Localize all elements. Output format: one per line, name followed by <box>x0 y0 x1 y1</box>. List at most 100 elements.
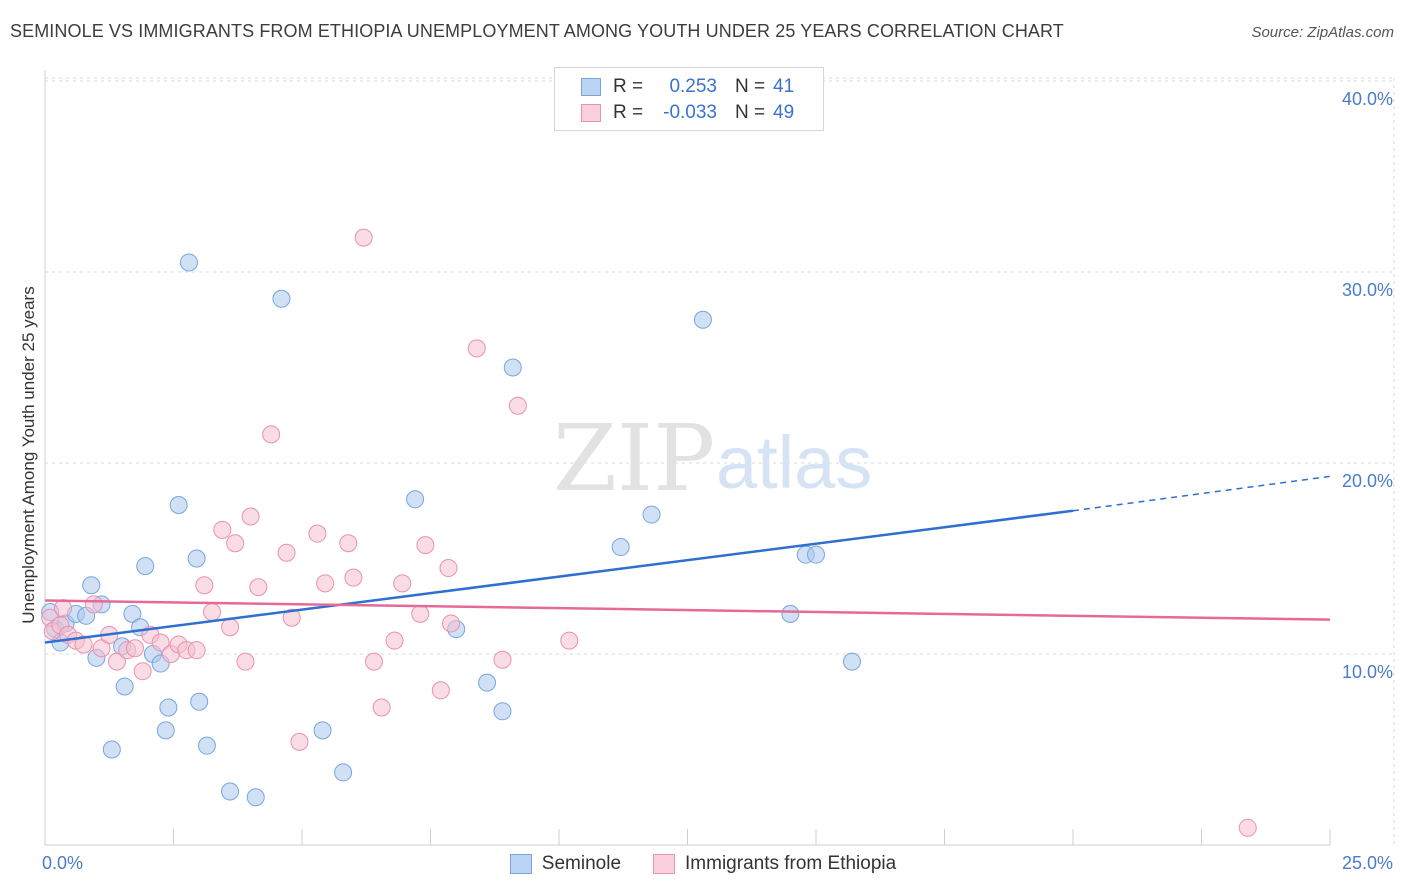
seminole-point <box>642 505 661 524</box>
seminole-point <box>179 253 198 272</box>
seminole-point <box>493 702 512 721</box>
r-label: R = <box>613 76 644 97</box>
seminole-point <box>156 721 175 740</box>
n-value: 41 <box>773 76 795 97</box>
ethiopia-point <box>125 639 144 658</box>
data-points <box>41 228 1257 837</box>
ethiopia-point <box>187 641 206 660</box>
seminole-point <box>246 788 265 807</box>
ethiopia-point <box>560 631 579 650</box>
ethiopia-point <box>442 614 461 633</box>
ethiopia-point <box>226 534 245 553</box>
n-label: N = <box>735 76 766 97</box>
y-axis-label: Unemployment Among Youth under 25 years <box>19 286 38 623</box>
seminole-trend-extension <box>1072 475 1331 512</box>
seminole-point <box>136 557 155 576</box>
seminole-point <box>123 604 142 623</box>
source-credit: Source: ZipAtlas.com <box>1251 24 1394 41</box>
ethiopia-point <box>411 604 430 623</box>
ethiopia-point <box>151 633 170 652</box>
seminole-point <box>334 763 353 782</box>
legend-item-ethiopia[interactable]: Immigrants from Ethiopia <box>653 853 896 875</box>
watermark-atlas: atlas <box>716 421 872 504</box>
ethiopia-point <box>249 578 268 597</box>
ethiopia-point <box>431 681 450 700</box>
ethiopia-point <box>416 536 435 555</box>
seminole-point <box>693 310 712 329</box>
ethiopia-point <box>236 652 255 671</box>
seminole-point <box>807 545 825 564</box>
y-tick-label: 40.0% <box>1342 89 1393 109</box>
legend-item-seminole[interactable]: Seminole <box>509 853 622 875</box>
ethiopia-point <box>467 339 486 358</box>
n-value: 49 <box>773 102 795 123</box>
seminole-trend-line <box>44 509 1074 644</box>
ethiopia-point <box>107 652 126 671</box>
seminole-point <box>842 652 861 671</box>
y-tick-label: 30.0% <box>1342 280 1393 300</box>
ethiopia-point <box>508 396 527 415</box>
ethiopia-point <box>282 608 301 627</box>
ethiopia-point <box>354 228 373 247</box>
seminole-swatch <box>581 78 601 96</box>
seminole-point <box>781 604 800 623</box>
seminole-point <box>187 549 206 568</box>
seminole-point <box>115 677 134 696</box>
ethiopia-point <box>372 698 391 717</box>
ethiopia-point <box>213 520 232 539</box>
seminole-point <box>197 736 216 755</box>
ethiopia-point <box>385 631 404 650</box>
r-value: 0.253 <box>669 76 717 97</box>
trend-lines <box>44 475 1331 644</box>
seminole-point <box>221 782 240 801</box>
ethiopia-point <box>84 595 103 614</box>
ethiopia-point <box>493 650 512 669</box>
ethiopia-point <box>133 662 152 681</box>
ethiopia-point <box>203 602 222 621</box>
ethiopia-point <box>290 732 309 751</box>
ethiopia-point <box>53 599 72 618</box>
watermark: ZIP atlas <box>553 405 872 512</box>
watermark-zip: ZIP <box>553 405 715 512</box>
seminole-point <box>82 576 101 595</box>
ethiopia-point <box>277 543 296 562</box>
seminole-point <box>313 721 332 740</box>
seminole-point <box>406 490 425 509</box>
ethiopia-legend-swatch <box>653 854 676 874</box>
ethiopia-point <box>439 559 458 578</box>
ethiopia-point <box>364 652 383 671</box>
x-tick-label: 0.0% <box>42 853 83 873</box>
ethiopia-point <box>308 524 327 543</box>
series-legend: Seminole Immigrants from Ethiopia <box>0 852 1406 876</box>
legend-row-seminole: R = 0.253 N = 41 <box>581 75 794 99</box>
ethiopia-point <box>262 425 281 444</box>
seminole-point <box>611 538 630 557</box>
ethiopia-point <box>344 568 363 587</box>
seminole-point <box>190 692 209 711</box>
r-label: R = <box>613 102 644 123</box>
seminole-point <box>102 740 121 759</box>
ethiopia-point <box>316 574 335 593</box>
ethiopia-point <box>195 576 214 595</box>
ethiopia-point <box>221 618 240 637</box>
ethiopia-point <box>339 534 358 553</box>
seminole-legend-swatch <box>509 854 532 874</box>
ethiopia-point <box>92 639 111 658</box>
chart-title: SEMINOLE VS IMMIGRANTS FROM ETHIOPIA UNE… <box>10 21 1064 41</box>
legend-label-seminole: Seminole <box>541 853 622 874</box>
y-tick-label: 10.0% <box>1342 662 1393 682</box>
ethiopia-point <box>74 635 93 654</box>
x-tick-label: 25.0% <box>1342 853 1393 873</box>
correlation-legend: R = 0.253 N = 41 R = -0.033 N = 49 <box>554 67 824 131</box>
legend-label-ethiopia: Immigrants from Ethiopia <box>685 853 897 874</box>
ethiopia-point <box>393 574 412 593</box>
axes <box>44 70 1331 846</box>
seminole-point <box>159 698 178 717</box>
ethiopia-trend-line <box>44 599 1331 621</box>
n-label: N = <box>735 102 766 123</box>
seminole-point <box>169 496 188 515</box>
ethiopia-point <box>1238 818 1257 837</box>
ethiopia-point <box>241 507 260 526</box>
y-tick-label: 20.0% <box>1342 471 1393 491</box>
